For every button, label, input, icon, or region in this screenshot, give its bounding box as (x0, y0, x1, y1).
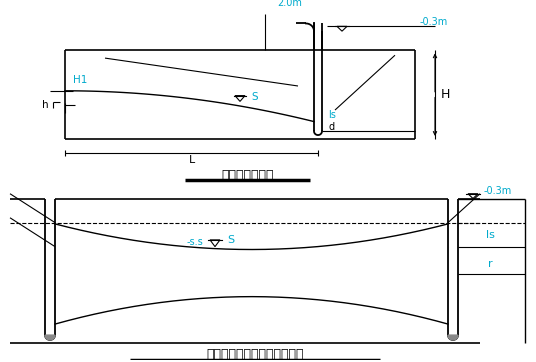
Text: r: r (488, 259, 492, 269)
Text: -0.3m: -0.3m (420, 17, 448, 26)
Text: -0.3m: -0.3m (484, 186, 512, 196)
Text: S: S (227, 235, 235, 245)
Text: h: h (42, 100, 48, 110)
Text: ls: ls (328, 110, 336, 120)
Text: ls: ls (486, 230, 494, 240)
Text: -s.s: -s.s (187, 237, 203, 247)
Text: 承压水完整井涌水量计算简图: 承压水完整井涌水量计算简图 (206, 348, 304, 361)
Text: d: d (329, 122, 335, 132)
Text: H: H (440, 88, 450, 101)
Text: L: L (188, 155, 195, 165)
Text: S: S (252, 92, 258, 102)
Text: 井点管埋设深度: 井点管埋设深度 (222, 169, 274, 182)
Polygon shape (45, 335, 55, 340)
Text: 2.0m: 2.0m (277, 0, 302, 8)
Text: H1: H1 (73, 75, 87, 85)
Polygon shape (448, 335, 458, 340)
